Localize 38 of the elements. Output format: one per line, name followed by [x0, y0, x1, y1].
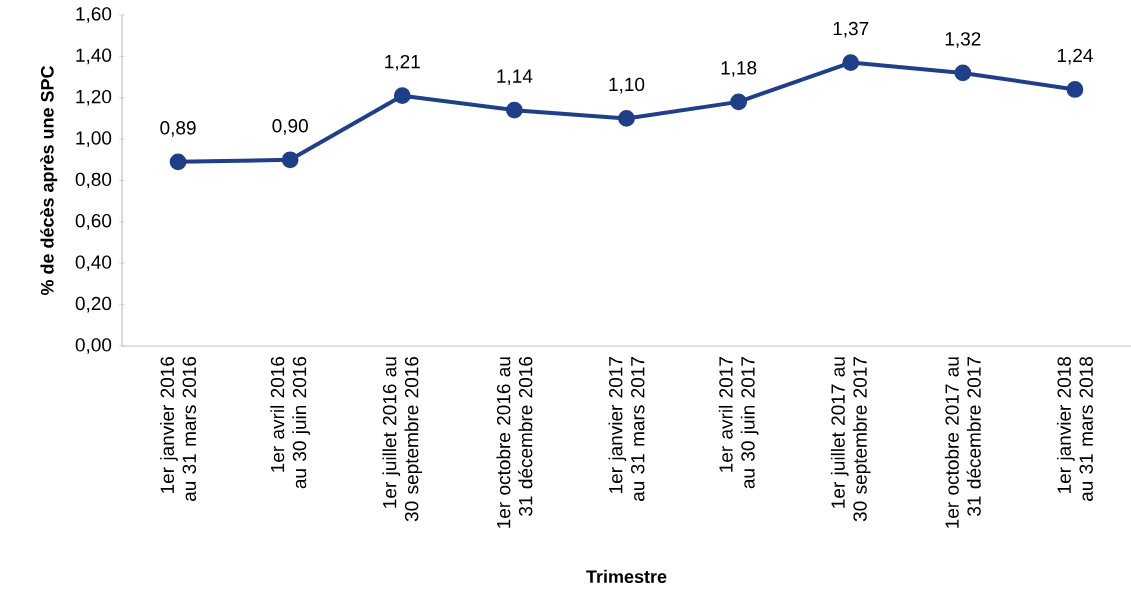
y-tick-label: 0,60 [75, 214, 112, 230]
y-tick-label: 1,60 [76, 7, 112, 23]
point [1066, 81, 1084, 98]
x-tick-label: 1er octobre 2017 au 31 décembre 2017 [944, 357, 981, 528]
point [618, 110, 635, 127]
point [393, 87, 411, 105]
x-tick-label: 1er janvier 2018 au 31 mars 2018 [1056, 356, 1093, 501]
data-label: 1,24 [1057, 48, 1093, 65]
data-label: 0,90 [272, 119, 308, 135]
x-tick-label: 1er avril 2016 au 30 juin 2016 [270, 356, 311, 489]
data-label: 1,32 [945, 32, 981, 48]
data-label: 1,21 [385, 54, 420, 71]
y-tick-label: 1,20 [76, 89, 112, 106]
y-tick-label: 0,20 [75, 296, 112, 313]
point [842, 54, 860, 71]
y-tick-label: 1,40 [76, 48, 112, 65]
point [169, 153, 187, 171]
data-label: 1,18 [721, 61, 757, 77]
x-tick-label: 1er janvier 2016 au 31 mars 2016 [160, 356, 197, 501]
x-tick-label: 1er juillet 2016 au 30 septembre 2016 [382, 356, 423, 522]
x-tick-label: 1er juillet 2017 au 30 septembre 2017 [830, 357, 871, 522]
x-tick-label: 1er janvier 2017 au 31 mars 2017 [608, 357, 645, 501]
y-tick-label: 0,00 [75, 338, 112, 354]
y-tick-label: 0,80 [75, 172, 112, 189]
point [505, 101, 523, 119]
x-tick-label: 1er avril 2017 au 30 juin 2017 [718, 357, 759, 489]
data-label: 1,37 [833, 21, 869, 38]
point [281, 151, 299, 169]
data-label: 0,89 [160, 121, 196, 137]
point [954, 64, 972, 82]
y-tick-label: 0,40 [75, 255, 112, 272]
x-tick-label: 1er octobre 2016 au 31 décembre 2016 [496, 356, 533, 528]
point [730, 93, 748, 111]
y-axis-title: % de décès après une SPC [40, 65, 58, 296]
data-label: 1,14 [497, 69, 533, 86]
y-tick-label: 1,00 [76, 131, 112, 147]
data-label: 1,10 [609, 77, 645, 94]
x-axis-title: Trimestre [586, 569, 667, 584]
